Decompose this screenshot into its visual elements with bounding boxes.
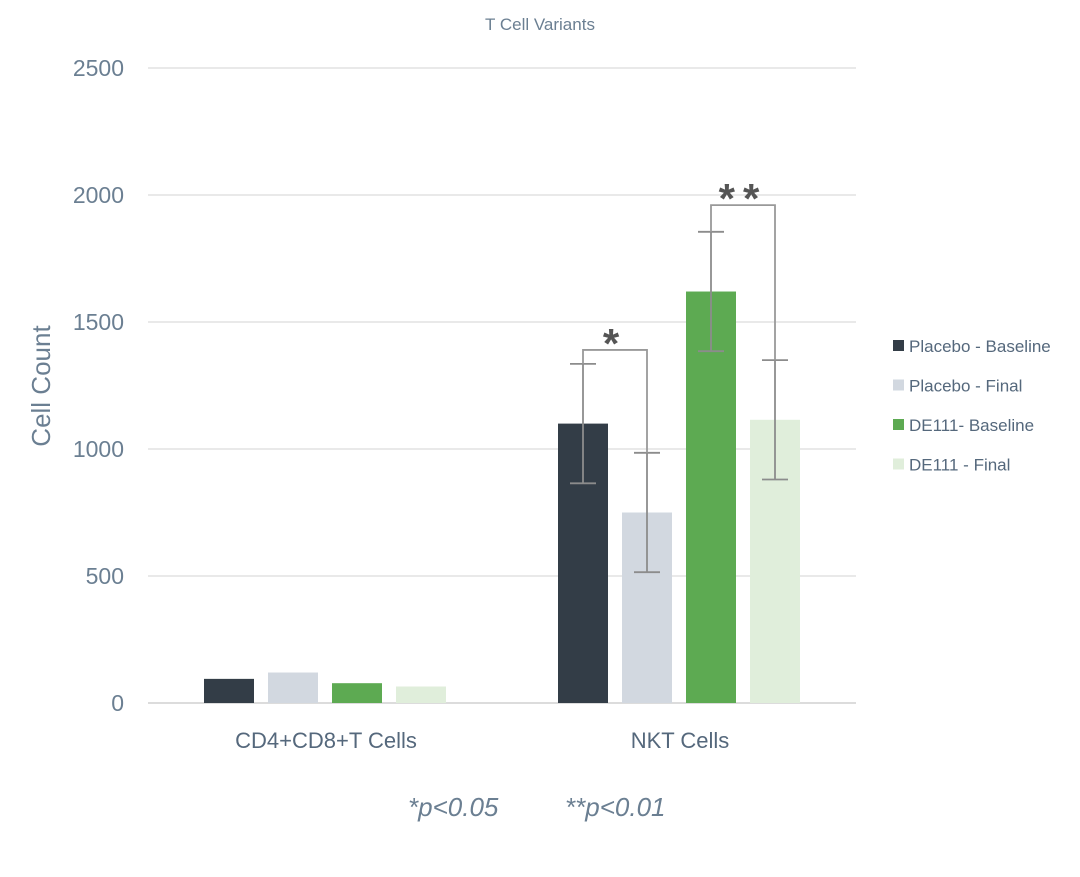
- legend-swatch: [893, 458, 904, 470]
- legend-swatch: [893, 419, 904, 430]
- significance-brackets: ***: [582, 175, 776, 453]
- bar: [686, 291, 736, 703]
- footnote-p001: **p<0.01: [565, 792, 665, 822]
- y-tick-label: 2500: [73, 55, 124, 81]
- x-axis-ticks: CD4+CD8+T Cells NKT Cells: [235, 728, 729, 753]
- legend-label: Placebo - Baseline: [909, 337, 1051, 356]
- legend-label: DE111- Baseline: [909, 416, 1034, 435]
- significance-label: *: [603, 320, 627, 367]
- bar: [332, 683, 382, 703]
- footnote-p005: *p<0.05: [408, 792, 499, 822]
- y-axis-label: Cell Count: [26, 325, 56, 447]
- y-tick-label: 0: [111, 690, 124, 716]
- significance-bracket: [710, 204, 776, 361]
- significance-bracket: [582, 349, 648, 453]
- bar: [204, 678, 254, 703]
- bars: [204, 291, 800, 703]
- y-axis-ticks: 0 500 1000 1500 2000 2500: [73, 55, 124, 716]
- y-tick-label: 1500: [73, 309, 124, 335]
- grid: [148, 67, 856, 704]
- error-bars: [570, 230, 788, 574]
- significance-label: **: [719, 175, 768, 222]
- x-tick-label: NKT Cells: [631, 728, 730, 753]
- chart-title: T Cell Variants: [485, 15, 595, 34]
- y-tick-label: 500: [86, 563, 124, 589]
- legend-swatch: [893, 340, 904, 351]
- bar: [396, 686, 446, 703]
- legend: Placebo - Baseline Placebo - Final DE111- …: [893, 337, 1051, 475]
- bar: [268, 672, 318, 703]
- legend-swatch: [893, 379, 904, 391]
- y-tick-label: 1000: [73, 436, 124, 462]
- x-tick-label: CD4+CD8+T Cells: [235, 728, 417, 753]
- y-tick-label: 2000: [73, 182, 124, 208]
- legend-label: DE111 - Final: [909, 456, 1010, 475]
- legend-label: Placebo - Final: [909, 377, 1022, 396]
